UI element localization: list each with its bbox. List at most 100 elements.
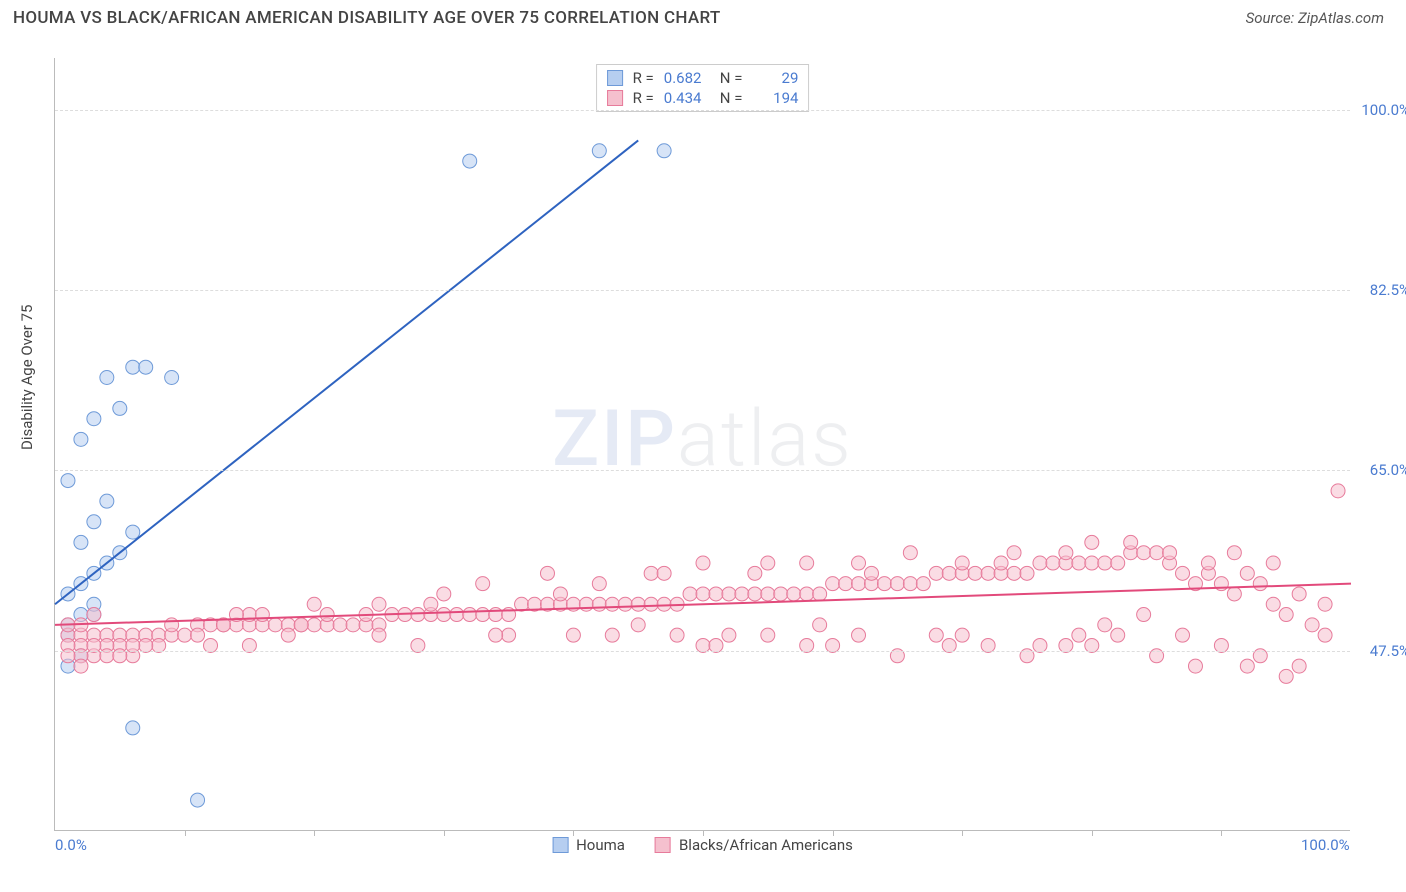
- data-point: [761, 628, 775, 642]
- data-point: [476, 577, 490, 591]
- data-point: [657, 144, 671, 158]
- data-point: [1137, 546, 1151, 560]
- data-point: [631, 618, 645, 632]
- data-point: [748, 566, 762, 580]
- data-point: [1176, 566, 1190, 580]
- legend-correlation-row: R =0.682N =29: [607, 69, 799, 87]
- data-point: [981, 566, 995, 580]
- data-point: [1085, 535, 1099, 549]
- data-point: [748, 587, 762, 601]
- data-point: [968, 566, 982, 580]
- data-point: [1188, 659, 1202, 673]
- legend-correlation: R =0.682N =29R =0.434N =194: [596, 64, 810, 112]
- data-point: [502, 628, 516, 642]
- data-point: [566, 628, 580, 642]
- data-point: [74, 432, 88, 446]
- data-point: [74, 659, 88, 673]
- legend-series-label: Blacks/African Americans: [679, 836, 853, 854]
- data-point: [307, 597, 321, 611]
- x-tick-minor: [962, 830, 963, 836]
- data-point: [657, 566, 671, 580]
- data-point: [1033, 556, 1047, 570]
- data-point: [722, 587, 736, 601]
- data-point: [74, 535, 88, 549]
- data-point: [1072, 628, 1086, 642]
- data-point: [618, 597, 632, 611]
- r-label: R =: [633, 89, 654, 107]
- data-point: [852, 556, 866, 570]
- data-point: [553, 587, 567, 601]
- data-point: [592, 597, 606, 611]
- data-point: [696, 587, 710, 601]
- data-point: [852, 628, 866, 642]
- y-tick-label: 65.0%: [1370, 461, 1406, 479]
- legend-swatch: [655, 837, 671, 853]
- data-point: [1085, 556, 1099, 570]
- data-point: [1098, 618, 1112, 632]
- data-point: [592, 144, 606, 158]
- data-point: [813, 587, 827, 601]
- data-point: [87, 412, 101, 426]
- data-point: [450, 608, 464, 622]
- data-point: [372, 628, 386, 642]
- y-tick-label: 47.5%: [1370, 642, 1406, 660]
- x-tick-minor: [185, 830, 186, 836]
- x-tick-minor: [1221, 830, 1222, 836]
- data-point: [424, 597, 438, 611]
- data-point: [722, 628, 736, 642]
- legend-series-item: Houma: [552, 836, 625, 854]
- data-point: [126, 360, 140, 374]
- data-point: [1046, 556, 1060, 570]
- data-point: [61, 474, 75, 488]
- legend-swatch: [552, 837, 568, 853]
- data-point: [1292, 659, 1306, 673]
- data-point: [864, 566, 878, 580]
- x-tick-label: 100.0%: [1301, 836, 1350, 854]
- data-point: [1305, 618, 1319, 632]
- data-point: [437, 587, 451, 601]
- data-point: [1279, 669, 1293, 683]
- data-point: [411, 608, 425, 622]
- data-point: [476, 608, 490, 622]
- data-point: [761, 556, 775, 570]
- data-point: [1240, 659, 1254, 673]
- legend-swatch: [607, 90, 623, 106]
- data-point: [929, 628, 943, 642]
- data-point: [916, 577, 930, 591]
- data-point: [1124, 535, 1138, 549]
- chart-source: Source: ZipAtlas.com: [1246, 9, 1384, 27]
- data-point: [294, 618, 308, 632]
- data-point: [1279, 608, 1293, 622]
- data-point: [1266, 556, 1280, 570]
- data-point: [1020, 566, 1034, 580]
- data-point: [670, 628, 684, 642]
- y-axis-label: Disability Age Over 75: [18, 305, 36, 450]
- data-point: [87, 608, 101, 622]
- data-point: [605, 628, 619, 642]
- n-label: N =: [720, 69, 743, 87]
- data-point: [113, 401, 127, 415]
- x-tick-minor: [703, 830, 704, 836]
- data-point: [139, 360, 153, 374]
- legend-series-label: Houma: [576, 836, 625, 854]
- x-tick-minor: [573, 830, 574, 836]
- data-point: [1072, 556, 1086, 570]
- data-point: [1098, 556, 1112, 570]
- grid-line-h: [55, 110, 1350, 111]
- data-point: [709, 587, 723, 601]
- data-point: [165, 618, 179, 632]
- data-point: [320, 608, 334, 622]
- data-point: [463, 154, 477, 168]
- data-point: [955, 556, 969, 570]
- data-point: [903, 546, 917, 560]
- data-point: [1227, 587, 1241, 601]
- data-point: [1007, 546, 1021, 560]
- grid-line-h: [55, 290, 1350, 291]
- data-point: [463, 608, 477, 622]
- data-point: [579, 597, 593, 611]
- x-tick-minor: [1092, 830, 1093, 836]
- y-tick-label: 100.0%: [1361, 101, 1406, 119]
- data-point: [644, 566, 658, 580]
- data-point: [605, 597, 619, 611]
- legend-swatch: [607, 70, 623, 86]
